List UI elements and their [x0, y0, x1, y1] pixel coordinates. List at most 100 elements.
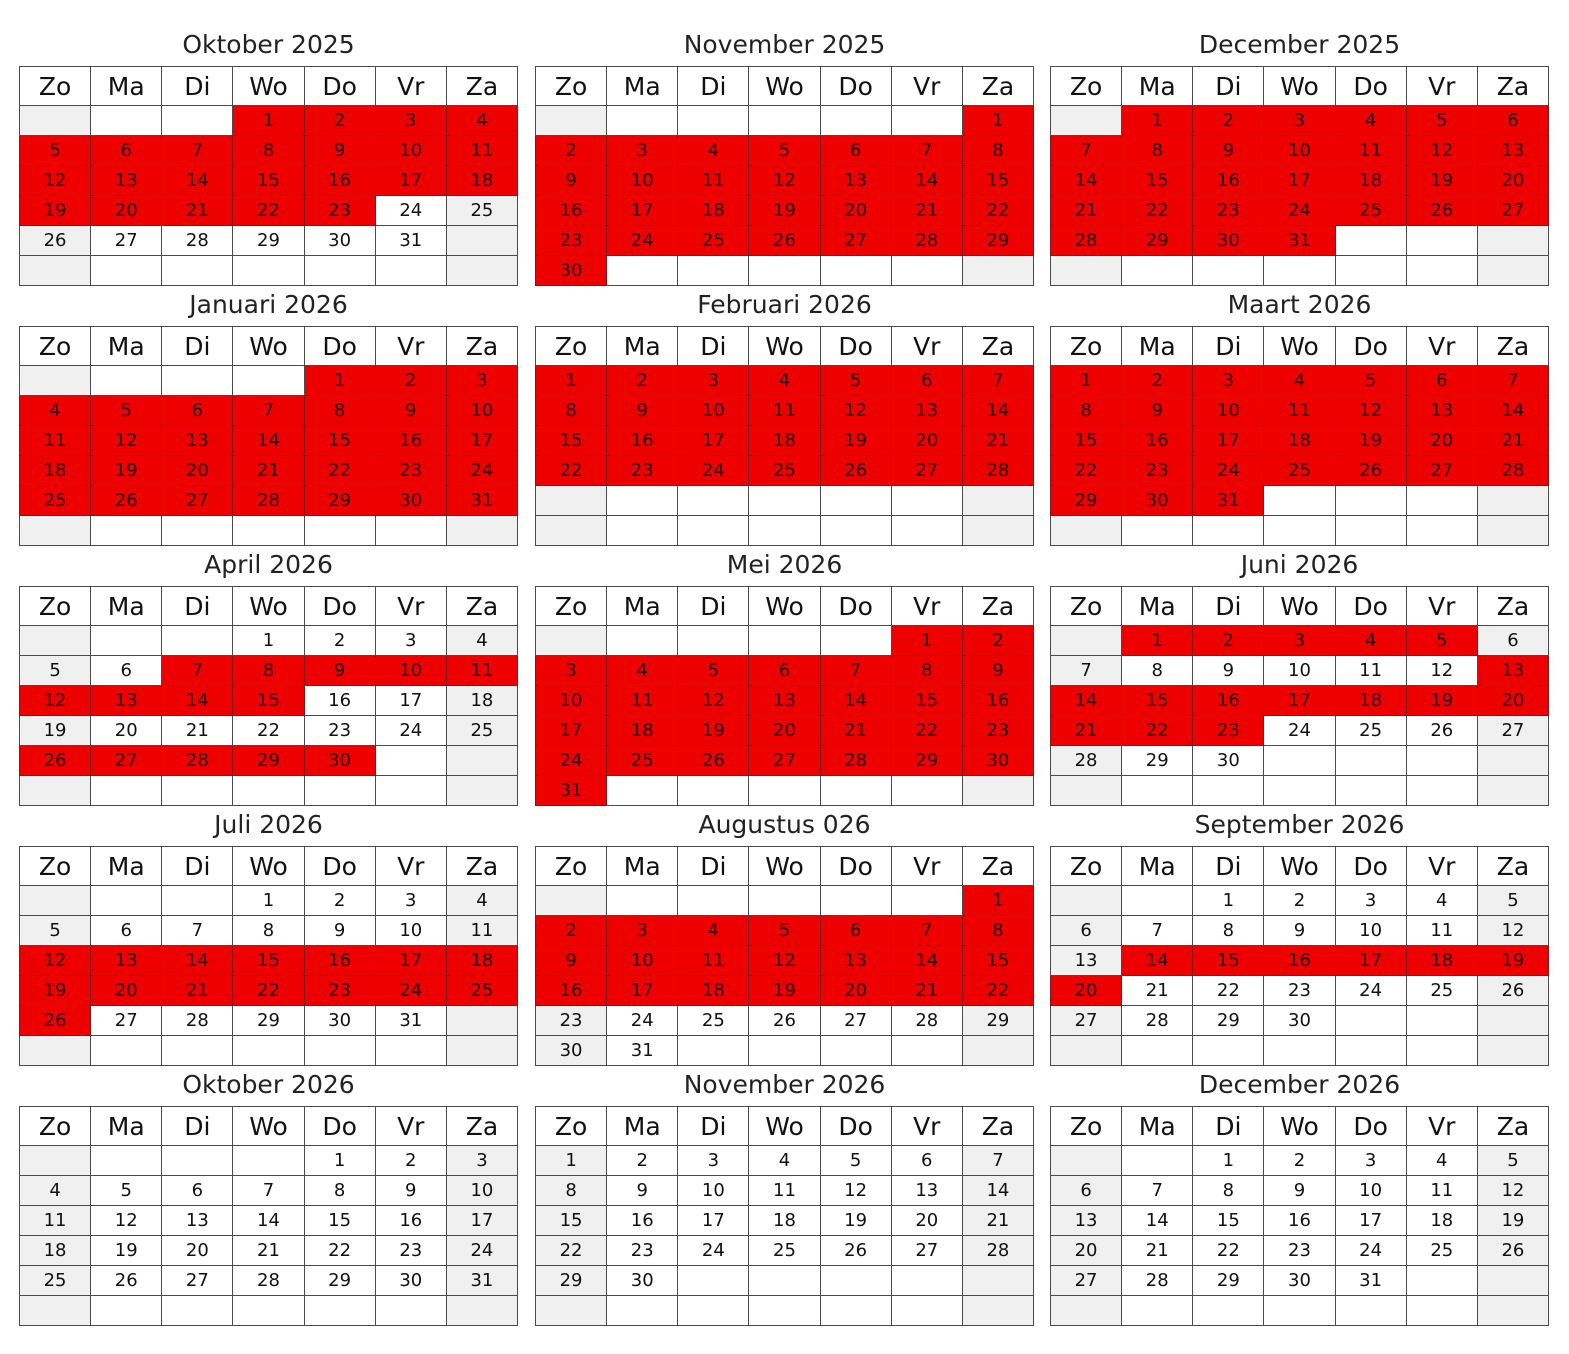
day-cell-available[interactable]: 13 [890, 1175, 963, 1206]
day-cell-booked[interactable]: 9 [1121, 395, 1194, 426]
day-cell-booked[interactable]: 25 [18, 485, 92, 516]
day-cell-available[interactable]: 18 [748, 1205, 821, 1236]
day-cell-booked[interactable]: 6 [90, 135, 163, 166]
day-cell-booked[interactable]: 5 [748, 915, 821, 946]
day-cell-available[interactable]: 30 [1263, 1005, 1336, 1036]
day-cell-booked[interactable]: 4 [18, 395, 92, 426]
day-cell-available[interactable]: 26 [90, 1265, 163, 1296]
day-cell-booked[interactable]: 15 [1121, 165, 1194, 196]
day-cell-available[interactable]: 22 [1192, 975, 1265, 1006]
day-cell-available[interactable]: 3 [374, 625, 447, 656]
day-cell-booked[interactable]: 14 [890, 165, 963, 196]
day-cell-booked[interactable]: 15 [1121, 685, 1194, 716]
day-cell-booked[interactable]: 23 [606, 455, 679, 486]
day-cell-booked[interactable]: 12 [748, 945, 821, 976]
day-cell-booked[interactable]: 1 [1121, 105, 1194, 136]
day-cell-available[interactable]: 20 [890, 1205, 963, 1236]
day-cell-booked[interactable]: 9 [606, 395, 679, 426]
day-cell-available[interactable]: 24 [374, 715, 447, 746]
day-cell-booked[interactable]: 11 [677, 165, 750, 196]
day-cell-available[interactable]: 30 [303, 1005, 376, 1036]
day-cell-available[interactable]: 12 [1476, 915, 1550, 946]
day-cell-booked[interactable]: 19 [748, 975, 821, 1006]
day-cell-booked[interactable]: 30 [1192, 225, 1265, 256]
day-cell-booked[interactable]: 18 [445, 945, 519, 976]
day-cell-booked[interactable]: 14 [819, 685, 892, 716]
day-cell-booked[interactable]: 10 [374, 135, 447, 166]
day-cell-booked[interactable]: 18 [606, 715, 679, 746]
day-cell-booked[interactable]: 24 [1192, 455, 1265, 486]
day-cell-booked[interactable]: 19 [18, 195, 92, 226]
day-cell-booked[interactable]: 13 [161, 425, 234, 456]
day-cell-booked[interactable]: 8 [232, 655, 305, 686]
day-cell-booked[interactable]: 3 [534, 655, 608, 686]
day-cell-booked[interactable]: 18 [1334, 685, 1407, 716]
day-cell-available[interactable]: 6 [1049, 1175, 1123, 1206]
day-cell-booked[interactable]: 2 [1192, 105, 1265, 136]
day-cell-booked[interactable]: 5 [677, 655, 750, 686]
day-cell-available[interactable]: 24 [1334, 1235, 1407, 1266]
day-cell-available[interactable]: 18 [18, 1235, 92, 1266]
day-cell-available[interactable]: 4 [1405, 885, 1478, 916]
day-cell-booked[interactable]: 1 [303, 365, 376, 396]
day-cell-booked[interactable]: 16 [534, 195, 608, 226]
day-cell-booked[interactable]: 4 [677, 915, 750, 946]
day-cell-available[interactable]: 10 [1334, 1175, 1407, 1206]
day-cell-booked[interactable]: 24 [445, 455, 519, 486]
day-cell-booked[interactable]: 14 [161, 685, 234, 716]
day-cell-booked[interactable]: 15 [232, 165, 305, 196]
day-cell-booked[interactable]: 14 [232, 425, 305, 456]
day-cell-booked[interactable]: 17 [374, 165, 447, 196]
day-cell-available[interactable]: 26 [748, 1005, 821, 1036]
day-cell-booked[interactable]: 15 [890, 685, 963, 716]
day-cell-booked[interactable]: 13 [90, 685, 163, 716]
day-cell-available[interactable]: 29 [1192, 1265, 1265, 1296]
day-cell-available[interactable]: 21 [1121, 1235, 1194, 1266]
day-cell-booked[interactable]: 6 [1476, 105, 1550, 136]
day-cell-booked[interactable]: 6 [748, 655, 821, 686]
day-cell-available[interactable]: 2 [1263, 885, 1336, 916]
day-cell-booked[interactable]: 23 [961, 715, 1035, 746]
day-cell-available[interactable]: 5 [90, 1175, 163, 1206]
day-cell-booked[interactable]: 19 [1405, 165, 1478, 196]
day-cell-available[interactable]: 9 [374, 1175, 447, 1206]
day-cell-booked[interactable]: 12 [90, 425, 163, 456]
day-cell-available[interactable]: 15 [534, 1205, 608, 1236]
day-cell-available[interactable]: 25 [1405, 1235, 1478, 1266]
day-cell-available[interactable]: 4 [748, 1145, 821, 1176]
day-cell-available[interactable]: 14 [961, 1175, 1035, 1206]
day-cell-booked[interactable]: 3 [606, 915, 679, 946]
day-cell-booked[interactable]: 22 [1121, 715, 1194, 746]
day-cell-available[interactable]: 8 [1192, 1175, 1265, 1206]
day-cell-booked[interactable]: 18 [18, 455, 92, 486]
day-cell-booked[interactable]: 25 [445, 975, 519, 1006]
day-cell-booked[interactable]: 2 [606, 365, 679, 396]
day-cell-booked[interactable]: 8 [1121, 135, 1194, 166]
day-cell-available[interactable]: 6 [1476, 625, 1550, 656]
day-cell-booked[interactable]: 3 [445, 365, 519, 396]
day-cell-booked[interactable]: 15 [534, 425, 608, 456]
day-cell-available[interactable]: 22 [1192, 1235, 1265, 1266]
day-cell-booked[interactable]: 20 [1049, 975, 1123, 1006]
day-cell-available[interactable]: 23 [606, 1235, 679, 1266]
day-cell-booked[interactable]: 14 [1049, 685, 1123, 716]
day-cell-available[interactable]: 29 [534, 1265, 608, 1296]
day-cell-booked[interactable]: 12 [18, 945, 92, 976]
day-cell-booked[interactable]: 7 [961, 365, 1035, 396]
day-cell-booked[interactable]: 23 [1192, 715, 1265, 746]
day-cell-booked[interactable]: 25 [606, 745, 679, 776]
day-cell-available[interactable]: 6 [90, 915, 163, 946]
day-cell-available[interactable]: 17 [374, 685, 447, 716]
day-cell-booked[interactable]: 30 [1121, 485, 1194, 516]
day-cell-available[interactable]: 3 [445, 1145, 519, 1176]
day-cell-available[interactable]: 18 [445, 685, 519, 716]
day-cell-available[interactable]: 30 [303, 225, 376, 256]
day-cell-available[interactable]: 24 [677, 1235, 750, 1266]
day-cell-booked[interactable]: 16 [303, 945, 376, 976]
day-cell-available[interactable]: 2 [1263, 1145, 1336, 1176]
day-cell-booked[interactable]: 17 [374, 945, 447, 976]
day-cell-booked[interactable]: 19 [819, 425, 892, 456]
day-cell-booked[interactable]: 31 [1263, 225, 1336, 256]
day-cell-available[interactable]: 20 [161, 1235, 234, 1266]
day-cell-booked[interactable]: 27 [161, 485, 234, 516]
